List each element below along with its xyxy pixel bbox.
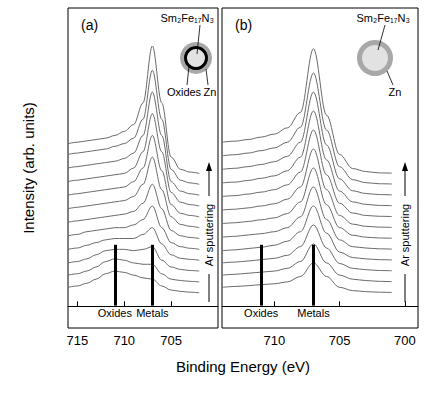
svg-text:Zn: Zn <box>204 86 217 98</box>
svg-text:Sm₂Fe₁₇N₃: Sm₂Fe₁₇N₃ <box>160 12 214 24</box>
svg-text:715: 715 <box>67 333 89 348</box>
svg-text:Ar sputtering: Ar sputtering <box>399 204 411 266</box>
svg-text:Zn: Zn <box>389 86 402 98</box>
svg-text:700: 700 <box>394 333 416 348</box>
svg-text:710: 710 <box>113 333 135 348</box>
svg-text:Metals: Metals <box>136 307 169 319</box>
svg-text:705: 705 <box>329 333 351 348</box>
svg-text:Oxides: Oxides <box>244 307 279 319</box>
svg-text:Ar sputtering: Ar sputtering <box>203 204 215 266</box>
svg-text:(a): (a) <box>81 17 98 33</box>
svg-text:705: 705 <box>160 333 182 348</box>
svg-text:Intensity (arb. units): Intensity (arb. units) <box>20 102 37 234</box>
svg-text:Metals: Metals <box>297 307 330 319</box>
svg-text:Oxides: Oxides <box>167 86 202 98</box>
svg-text:Oxides: Oxides <box>98 307 133 319</box>
svg-text:710: 710 <box>263 333 285 348</box>
svg-text:Sm₂Fe₁₇N₃: Sm₂Fe₁₇N₃ <box>356 12 410 24</box>
svg-text:Binding Energy (eV): Binding Energy (eV) <box>176 358 310 375</box>
svg-text:(b): (b) <box>235 17 252 33</box>
